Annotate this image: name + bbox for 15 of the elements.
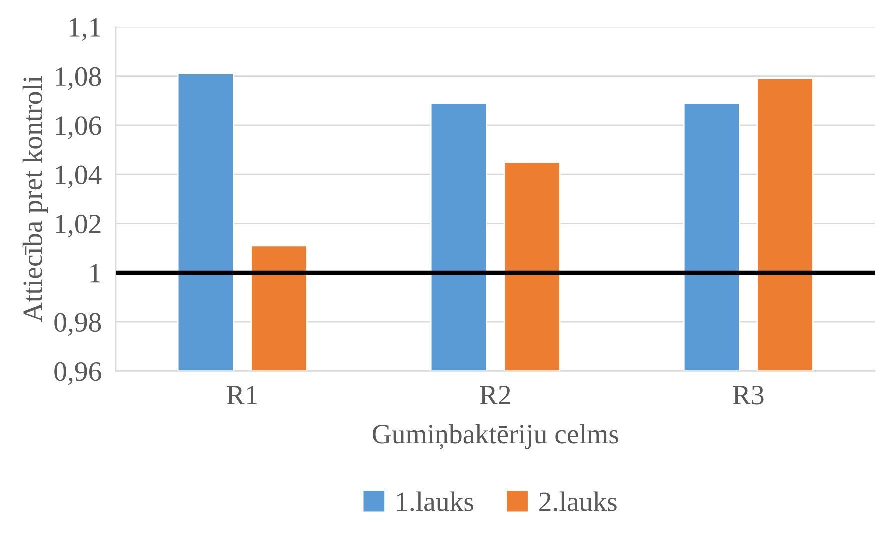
x-tick-label: R3 xyxy=(733,386,764,405)
y-tick-label: 1,04 xyxy=(56,166,102,189)
y-tick-label: 0,96 xyxy=(54,362,102,386)
y-tick-label: 0,98 xyxy=(54,313,102,336)
x-tick-label: R2 xyxy=(480,386,510,404)
legend-label: 1.lauks xyxy=(397,492,474,512)
y-tick-label: 1,1 xyxy=(70,18,101,42)
y-tick-label: 1,08 xyxy=(56,67,102,90)
y-tick-label: 1 xyxy=(90,264,101,283)
y-tick-label: 1,06 xyxy=(56,116,102,140)
x-axis-title: Gumiņbaktēriju celms xyxy=(372,424,618,450)
y-tick-label: 1,02 xyxy=(56,214,101,238)
y-axis-title: Attiecība pret kontroli xyxy=(22,76,48,322)
x-tick-label: R1 xyxy=(227,386,258,404)
legend-label: 2.lauks xyxy=(540,492,617,512)
